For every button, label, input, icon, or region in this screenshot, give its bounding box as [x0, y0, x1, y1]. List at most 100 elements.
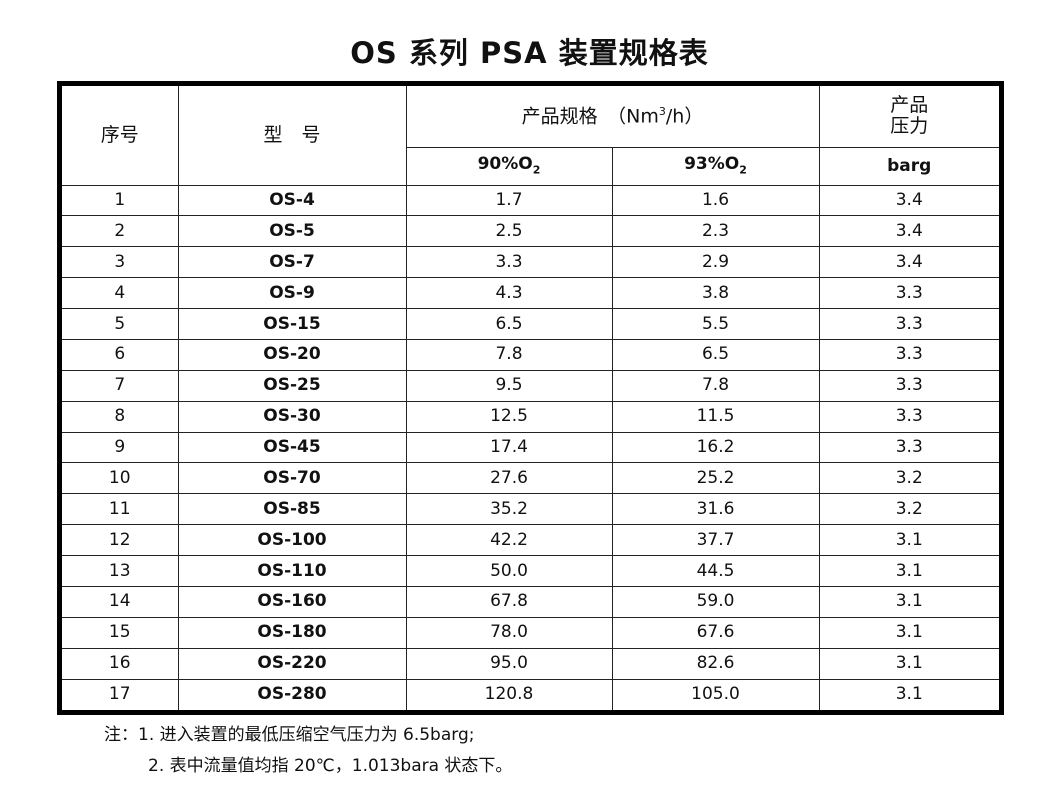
- cell-flow-93: 2.3: [611, 215, 820, 248]
- cell-pressure: 3.3: [818, 431, 999, 464]
- cell-model: OS-280: [177, 678, 407, 710]
- cell-flow-93: 82.6: [611, 647, 820, 680]
- table-row: 1 OS-4 1.7 1.6 3.4: [62, 184, 999, 217]
- table-body: 1 OS-4 1.7 1.6 3.4 2 OS-5 2.5 2.3 3.4 3 OS-7 3.3 2.9 3…: [62, 184, 999, 710]
- cell-seq: 12: [62, 524, 179, 556]
- cell-seq: 8: [62, 400, 179, 433]
- cell-pressure: 3.3: [818, 277, 999, 309]
- table-row: 4 OS-9 4.3 3.8 3.3: [62, 277, 999, 309]
- header-spec: 产品规格 （Nm3/h）: [405, 86, 820, 148]
- cell-model: OS-70: [177, 462, 407, 495]
- cell-model: OS-7: [177, 246, 407, 279]
- cell-seq: 16: [62, 647, 179, 680]
- note-line-2: 2. 表中流量值均指 20℃，1.013bara 状态下。: [148, 756, 513, 776]
- cell-flow-90: 67.8: [405, 585, 613, 618]
- cell-flow-90: 120.8: [405, 678, 613, 710]
- cell-flow-90: 6.5: [405, 308, 613, 340]
- cell-flow-93: 6.5: [611, 338, 820, 371]
- cell-seq: 5: [62, 308, 179, 340]
- cell-flow-93: 37.7: [611, 524, 820, 556]
- header-93-sub: 2: [739, 163, 747, 177]
- header-pressure-line1: 产品: [890, 94, 929, 117]
- cell-flow-90: 12.5: [405, 400, 613, 433]
- cell-flow-90: 42.2: [405, 524, 613, 556]
- cell-pressure: 3.3: [818, 338, 999, 371]
- cell-flow-93: 59.0: [611, 585, 820, 618]
- cell-flow-90: 35.2: [405, 493, 613, 526]
- table-row: 7 OS-25 9.5 7.8 3.3: [62, 369, 999, 402]
- note-line-1: 注：1. 进入装置的最低压缩空气压力为 6.5barg;: [104, 725, 475, 745]
- header-93-o2: 93%O2: [611, 146, 820, 186]
- cell-flow-90: 2.5: [405, 215, 613, 248]
- cell-seq: 10: [62, 462, 179, 495]
- table-row: 5 OS-15 6.5 5.5 3.3: [62, 308, 999, 340]
- cell-seq: 3: [62, 246, 179, 279]
- cell-model: OS-4: [177, 184, 407, 217]
- table-row: 10 OS-70 27.6 25.2 3.2: [62, 462, 999, 495]
- header-pressure-line2: 压力: [890, 115, 929, 138]
- table-row: 13 OS-110 50.0 44.5 3.1: [62, 555, 999, 587]
- header-spec-sup: 3: [658, 104, 666, 118]
- cell-flow-93: 44.5: [611, 555, 820, 587]
- spec-table-frame: 序号 型 号 产品规格 （Nm3/h） 产品 压力 90%O2 93%O2 bar…: [57, 81, 1004, 715]
- cell-model: OS-20: [177, 338, 407, 371]
- cell-flow-90: 1.7: [405, 184, 613, 217]
- cell-pressure: 3.2: [818, 462, 999, 495]
- header-row-1: 序号 型 号 产品规格 （Nm3/h） 产品 压力: [62, 86, 999, 186]
- cell-flow-90: 3.3: [405, 246, 613, 279]
- header-pressure: 产品 压力: [818, 86, 999, 148]
- header-90-o2: 90%O2: [406, 146, 613, 186]
- cell-pressure: 3.3: [818, 400, 999, 433]
- table-row: 2 OS-5 2.5 2.3 3.4: [62, 215, 999, 248]
- cell-seq: 14: [62, 585, 179, 618]
- cell-model: OS-100: [177, 524, 407, 556]
- document-title: OS 系列 PSA 装置规格表: [350, 36, 709, 70]
- cell-seq: 4: [62, 277, 179, 309]
- cell-pressure: 3.1: [818, 647, 999, 680]
- notes: 注：1. 进入装置的最低压缩空气压力为 6.5barg; 2. 表中流量值均指 …: [104, 720, 512, 782]
- cell-model: OS-160: [177, 585, 407, 618]
- cell-seq: 2: [62, 215, 179, 248]
- table-row: 12 OS-100 42.2 37.7 3.1: [62, 524, 999, 556]
- cell-pressure: 3.1: [818, 524, 999, 556]
- cell-flow-90: 9.5: [405, 369, 613, 402]
- header-90-sub: 2: [532, 163, 541, 177]
- spec-table: 序号 型 号 产品规格 （Nm3/h） 产品 压力 90%O2 93%O2 bar…: [62, 86, 999, 710]
- cell-seq: 1: [62, 184, 179, 217]
- cell-model: OS-15: [177, 308, 407, 340]
- cell-model: OS-5: [177, 215, 407, 248]
- header-93-main: 93%O: [684, 154, 740, 175]
- table-row: 15 OS-180 78.0 67.6 3.1: [62, 616, 999, 649]
- cell-pressure: 3.1: [818, 585, 999, 618]
- cell-pressure: 3.1: [818, 555, 999, 587]
- header-spec-prefix: 产品规格 （Nm: [521, 104, 659, 127]
- cell-pressure: 3.1: [818, 678, 999, 710]
- cell-flow-93: 25.2: [611, 462, 820, 495]
- cell-seq: 13: [62, 555, 179, 587]
- cell-seq: 9: [62, 431, 179, 464]
- cell-pressure: 3.3: [818, 369, 999, 402]
- cell-flow-90: 17.4: [405, 431, 613, 464]
- cell-flow-90: 95.0: [405, 647, 613, 680]
- cell-model: OS-30: [177, 400, 407, 433]
- cell-flow-93: 1.6: [611, 184, 820, 217]
- table-row: 8 OS-30 12.5 11.5 3.3: [62, 400, 999, 433]
- cell-flow-93: 31.6: [611, 493, 820, 526]
- cell-seq: 6: [62, 338, 179, 371]
- cell-flow-90: 50.0: [405, 555, 613, 587]
- cell-flow-93: 11.5: [611, 400, 820, 433]
- cell-pressure: 3.1: [818, 616, 999, 649]
- cell-model: OS-220: [177, 647, 407, 680]
- cell-flow-93: 2.9: [611, 246, 820, 279]
- cell-flow-93: 105.0: [611, 678, 820, 710]
- cell-flow-93: 5.5: [611, 308, 820, 340]
- header-spec-suffix: /h）: [665, 104, 704, 127]
- table-row: 11 OS-85 35.2 31.6 3.2: [62, 493, 999, 526]
- cell-model: OS-85: [177, 493, 407, 526]
- header-row-2: 90%O2 93%O2 barg: [62, 146, 999, 186]
- cell-flow-90: 27.6: [405, 462, 613, 495]
- table-row: 6 OS-20 7.8 6.5 3.3: [62, 338, 999, 371]
- header-90-main: 90%O: [477, 154, 533, 175]
- cell-model: OS-180: [177, 616, 407, 649]
- header-unit: barg: [818, 146, 999, 186]
